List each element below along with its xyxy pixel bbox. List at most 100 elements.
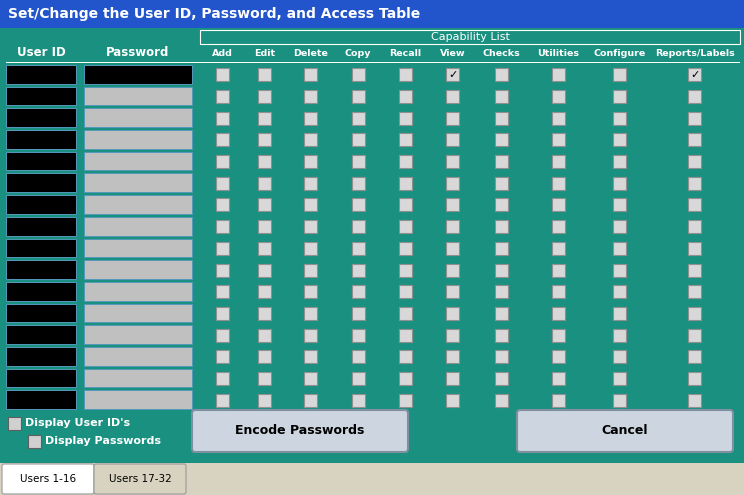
Bar bbox=[688, 155, 702, 168]
Bar bbox=[688, 198, 702, 211]
Bar bbox=[84, 217, 192, 236]
Bar bbox=[613, 90, 626, 103]
Bar bbox=[446, 134, 459, 147]
Bar bbox=[352, 177, 365, 190]
Bar bbox=[352, 285, 365, 298]
Bar bbox=[613, 242, 626, 255]
Bar bbox=[399, 68, 412, 81]
Bar bbox=[352, 68, 365, 81]
Bar bbox=[613, 394, 626, 407]
Bar bbox=[613, 198, 626, 211]
Bar bbox=[352, 242, 365, 255]
Bar bbox=[495, 263, 508, 277]
Bar bbox=[613, 307, 626, 320]
Text: Set/Change the User ID, Password, and Access Table: Set/Change the User ID, Password, and Ac… bbox=[8, 7, 420, 21]
Bar bbox=[352, 220, 365, 233]
Text: Capability List: Capability List bbox=[431, 32, 510, 42]
FancyBboxPatch shape bbox=[192, 410, 408, 452]
Bar bbox=[399, 220, 412, 233]
Bar bbox=[352, 263, 365, 277]
Bar bbox=[446, 177, 459, 190]
Bar bbox=[688, 329, 702, 342]
Bar bbox=[552, 242, 565, 255]
Bar bbox=[84, 130, 192, 149]
Bar bbox=[352, 90, 365, 103]
Bar bbox=[495, 155, 508, 168]
Text: Recall: Recall bbox=[389, 49, 422, 57]
Bar bbox=[446, 68, 459, 81]
Bar bbox=[304, 307, 317, 320]
Bar bbox=[304, 90, 317, 103]
Bar bbox=[352, 134, 365, 147]
Bar bbox=[216, 394, 228, 407]
Bar bbox=[304, 285, 317, 298]
Bar bbox=[613, 350, 626, 363]
Bar bbox=[399, 198, 412, 211]
Bar bbox=[495, 220, 508, 233]
Bar bbox=[352, 394, 365, 407]
Bar bbox=[258, 372, 271, 385]
Bar bbox=[0, 463, 744, 495]
Bar bbox=[552, 177, 565, 190]
Text: Users 1-16: Users 1-16 bbox=[20, 474, 76, 484]
Bar bbox=[304, 372, 317, 385]
Bar bbox=[216, 68, 228, 81]
Text: Display User ID's: Display User ID's bbox=[25, 418, 130, 429]
Bar bbox=[258, 307, 271, 320]
Bar bbox=[688, 263, 702, 277]
Bar bbox=[216, 90, 228, 103]
Bar bbox=[352, 198, 365, 211]
Bar bbox=[216, 307, 228, 320]
FancyBboxPatch shape bbox=[2, 464, 94, 494]
Bar bbox=[84, 347, 192, 366]
Bar bbox=[258, 350, 271, 363]
Bar bbox=[6, 325, 76, 344]
Bar bbox=[446, 112, 459, 125]
Text: Checks: Checks bbox=[482, 49, 520, 57]
Text: Add: Add bbox=[212, 49, 233, 57]
Bar bbox=[8, 417, 21, 430]
Bar bbox=[84, 303, 192, 322]
Bar bbox=[613, 329, 626, 342]
Bar bbox=[258, 90, 271, 103]
Bar bbox=[352, 329, 365, 342]
Bar bbox=[495, 372, 508, 385]
Bar bbox=[84, 282, 192, 300]
Bar bbox=[688, 134, 702, 147]
Bar bbox=[399, 155, 412, 168]
Text: ✓: ✓ bbox=[690, 70, 699, 80]
Bar bbox=[399, 372, 412, 385]
Bar bbox=[552, 112, 565, 125]
Bar bbox=[6, 108, 76, 127]
Bar bbox=[495, 68, 508, 81]
Bar bbox=[6, 195, 76, 214]
Bar bbox=[495, 90, 508, 103]
Text: Utilities: Utilities bbox=[537, 49, 580, 57]
Text: View: View bbox=[440, 49, 466, 57]
Bar bbox=[688, 350, 702, 363]
Bar bbox=[552, 198, 565, 211]
Bar bbox=[6, 260, 76, 279]
FancyBboxPatch shape bbox=[94, 464, 186, 494]
Bar bbox=[495, 329, 508, 342]
Bar bbox=[84, 260, 192, 279]
Bar bbox=[552, 350, 565, 363]
Bar bbox=[84, 173, 192, 192]
Bar bbox=[446, 372, 459, 385]
Bar bbox=[399, 307, 412, 320]
Bar bbox=[613, 155, 626, 168]
Bar bbox=[399, 242, 412, 255]
Bar bbox=[613, 177, 626, 190]
Bar bbox=[446, 350, 459, 363]
Text: Display Passwords: Display Passwords bbox=[45, 437, 161, 446]
Text: Configure: Configure bbox=[593, 49, 646, 57]
Bar bbox=[495, 177, 508, 190]
Bar bbox=[552, 90, 565, 103]
Text: Users 17-32: Users 17-32 bbox=[109, 474, 171, 484]
Bar bbox=[6, 239, 76, 257]
Bar bbox=[552, 68, 565, 81]
Bar bbox=[84, 391, 192, 409]
Bar bbox=[6, 65, 76, 84]
Bar bbox=[258, 155, 271, 168]
Bar bbox=[446, 394, 459, 407]
